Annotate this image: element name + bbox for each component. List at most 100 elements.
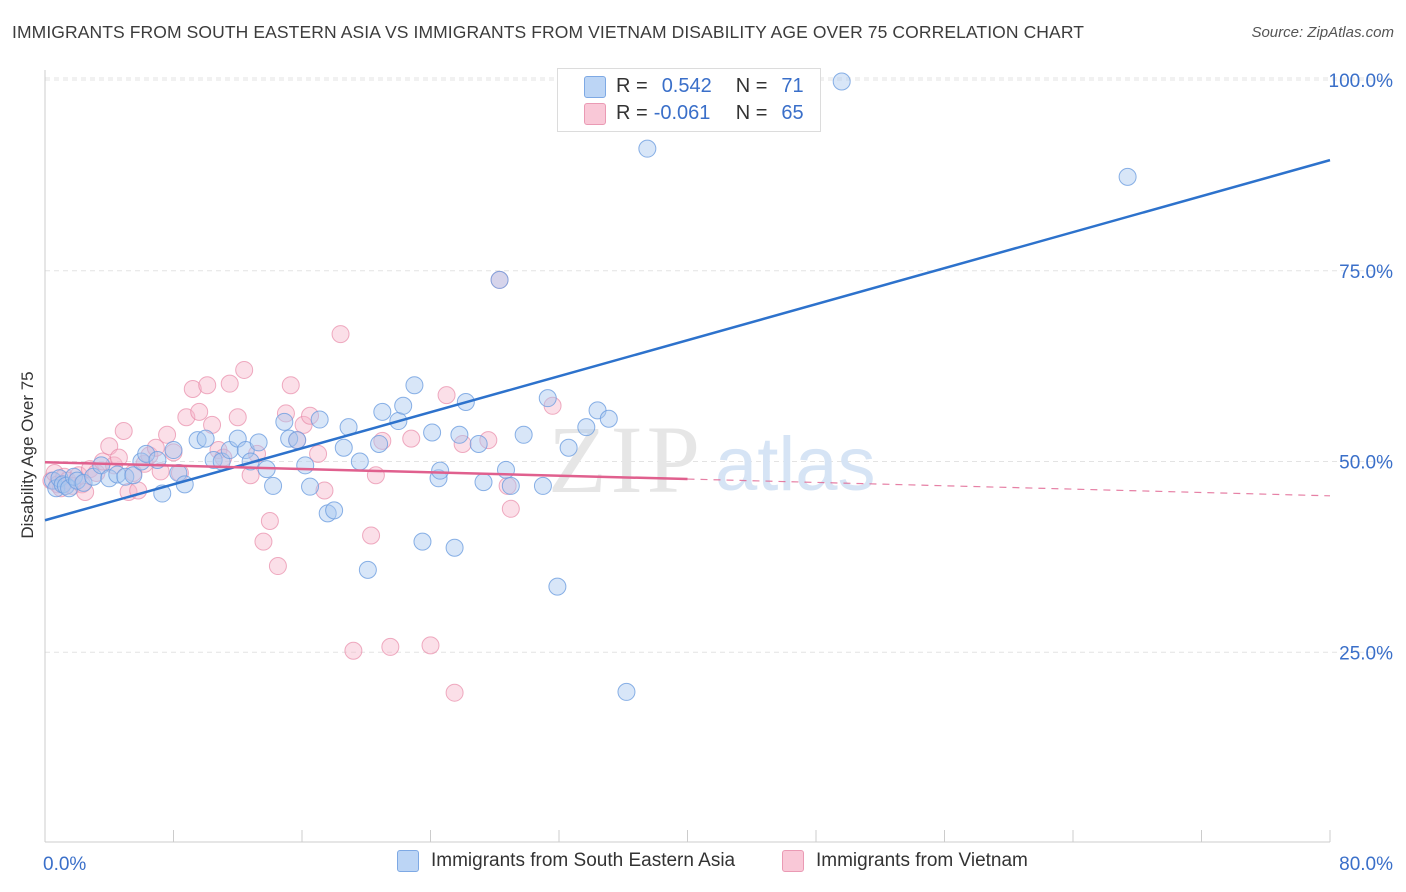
data-point-se-asia bbox=[373, 402, 392, 421]
legend-r-value: -0.061 bbox=[653, 101, 711, 124]
legend-swatch-blue bbox=[584, 76, 606, 98]
data-point-se-asia bbox=[164, 441, 183, 460]
data-point-se-asia bbox=[469, 434, 488, 453]
data-point-se-asia bbox=[137, 444, 156, 463]
data-point-vietnam bbox=[421, 636, 440, 655]
data-point-vietnam bbox=[479, 431, 498, 450]
legend-n-value: 65 bbox=[781, 101, 804, 124]
data-point-se-asia bbox=[514, 425, 533, 444]
bottom-legend-swatch-pink bbox=[782, 850, 804, 872]
data-point-se-asia bbox=[832, 72, 851, 91]
source-credit: Source: ZipAtlas.com bbox=[1251, 24, 1394, 41]
trendline-se-asia bbox=[44, 158, 1331, 522]
se-asia-points bbox=[44, 71, 1137, 701]
data-point-se-asia bbox=[310, 410, 329, 429]
data-point-vietnam bbox=[362, 526, 381, 545]
stats-legend: R = 0.542 N = 71 R = -0.061 N = 65 bbox=[557, 68, 821, 132]
trendline-vietnam-extension bbox=[687, 478, 1331, 497]
y-tick-label: 25.0% bbox=[1339, 643, 1393, 664]
data-point-se-asia bbox=[413, 532, 432, 551]
data-point-se-asia bbox=[548, 577, 567, 596]
bottom-legend-vietnam: Immigrants from Vietnam bbox=[782, 850, 1028, 872]
data-point-vietnam bbox=[402, 429, 421, 448]
data-point-vietnam bbox=[158, 425, 177, 444]
data-point-se-asia bbox=[196, 429, 215, 448]
data-point-vietnam bbox=[248, 444, 267, 463]
data-point-se-asia bbox=[577, 418, 596, 437]
data-point-vietnam bbox=[235, 360, 254, 379]
trendline-vietnam bbox=[44, 461, 688, 481]
x-tick-label: 80.0% bbox=[1339, 854, 1393, 875]
data-point-se-asia bbox=[496, 460, 515, 479]
data-point-vietnam bbox=[183, 380, 202, 399]
data-point-se-asia bbox=[301, 477, 320, 496]
data-point-se-asia bbox=[617, 682, 636, 701]
data-point-se-asia bbox=[450, 425, 469, 444]
data-point-vietnam bbox=[331, 325, 350, 344]
data-point-vietnam bbox=[228, 408, 247, 427]
data-point-se-asia bbox=[431, 461, 450, 480]
data-point-se-asia bbox=[264, 476, 283, 495]
data-point-vietnam bbox=[220, 374, 239, 393]
legend-row-se-asia: R = 0.542 N = 71 bbox=[616, 73, 804, 99]
data-point-vietnam bbox=[309, 444, 328, 463]
watermark-atlas: atlas bbox=[715, 422, 876, 507]
data-point-vietnam bbox=[501, 499, 520, 518]
data-point-vietnam bbox=[114, 421, 133, 440]
data-point-se-asia bbox=[474, 473, 493, 492]
data-point-vietnam bbox=[373, 431, 392, 450]
data-point-se-asia bbox=[405, 376, 424, 395]
data-point-se-asia bbox=[429, 469, 448, 488]
legend-r-value: 0.542 bbox=[661, 74, 712, 97]
data-point-se-asia bbox=[445, 538, 464, 557]
y-axis-label: Disability Age Over 75 bbox=[18, 371, 37, 539]
data-point-se-asia bbox=[501, 476, 520, 495]
bottom-legend-se-asia: Immigrants from South Eastern Asia bbox=[397, 850, 735, 872]
data-point-se-asia bbox=[334, 438, 353, 457]
data-point-vietnam bbox=[445, 683, 464, 702]
data-point-vietnam bbox=[437, 386, 456, 405]
tick-labels: 25.0% 50.0% 75.0% 100.0% 0.0% 80.0% bbox=[43, 71, 1393, 875]
data-point-se-asia bbox=[538, 389, 557, 408]
data-point-se-asia bbox=[92, 456, 111, 475]
data-point-se-asia bbox=[275, 412, 294, 431]
bottom-legend-label-vietnam: Immigrants from Vietnam bbox=[816, 850, 1028, 871]
data-point-se-asia bbox=[490, 270, 509, 289]
data-point-se-asia bbox=[296, 456, 315, 475]
data-point-se-asia bbox=[74, 473, 93, 492]
bottom-legend-swatch-blue bbox=[397, 850, 419, 872]
data-point-vietnam bbox=[190, 402, 209, 421]
data-point-vietnam bbox=[268, 557, 287, 576]
data-point-se-asia bbox=[638, 139, 657, 158]
data-point-vietnam bbox=[151, 462, 170, 481]
legend-n-label: N = bbox=[735, 101, 768, 124]
data-point-se-asia bbox=[124, 466, 143, 485]
data-point-se-asia bbox=[169, 463, 188, 482]
data-point-se-asia bbox=[288, 431, 307, 450]
data-point-se-asia bbox=[370, 434, 389, 453]
data-point-se-asia bbox=[423, 423, 442, 442]
gridlines bbox=[45, 77, 1390, 653]
axes bbox=[44, 70, 1331, 843]
data-point-se-asia bbox=[358, 560, 377, 579]
data-point-vietnam bbox=[344, 641, 363, 660]
data-point-vietnam bbox=[301, 406, 320, 425]
data-point-se-asia bbox=[599, 409, 618, 428]
data-point-vietnam bbox=[260, 512, 279, 531]
chart-title: IMMIGRANTS FROM SOUTH EASTERN ASIA VS IM… bbox=[12, 22, 1085, 42]
legend-r-label: R = bbox=[616, 101, 648, 124]
watermark: ZIP atlas bbox=[548, 406, 876, 513]
data-point-vietnam bbox=[254, 532, 273, 551]
data-point-se-asia bbox=[559, 438, 578, 457]
bottom-legend-label-se-asia: Immigrants from South Eastern Asia bbox=[431, 850, 736, 871]
x-tick-label: 0.0% bbox=[43, 854, 86, 875]
y-tick-label: 50.0% bbox=[1339, 453, 1393, 474]
legend-n-value: 71 bbox=[781, 74, 804, 97]
legend-r-label: R = bbox=[616, 74, 648, 97]
y-tick-label: 100.0% bbox=[1329, 71, 1394, 92]
data-point-se-asia bbox=[1118, 167, 1137, 186]
legend-n-label: N = bbox=[735, 74, 768, 97]
data-point-vietnam bbox=[381, 637, 400, 656]
watermark-zip: ZIP bbox=[548, 406, 704, 513]
